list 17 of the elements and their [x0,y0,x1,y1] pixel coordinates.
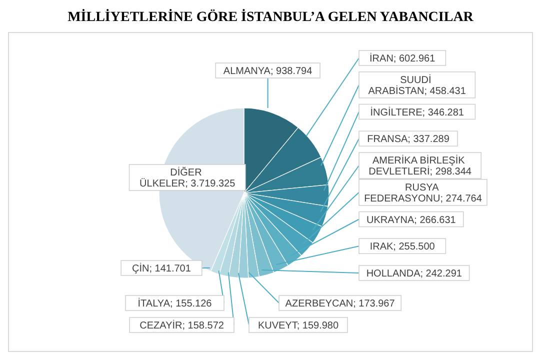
slice-label: AZERBEYCAN; 173.967 [285,298,396,310]
slice-label: RUSYA FEDERASYONU; 274.764 [364,182,482,204]
slice-label: İRAN; 602.961 [370,52,436,64]
chart-title: MİLLİYETLERİNE GÖRE İSTANBUL’A GELEN YABANCILAR [66,8,474,27]
slice-label: IRAK; 255.500 [370,242,436,253]
slice-label: ALMANYA; 938.794 [223,66,313,77]
slice-label: SUUDİ ARABİSTAN; 458.431 [368,74,466,97]
slice-label: KUVEYT; 159.980 [258,320,339,332]
slice-label: HOLLANDA; 242.291 [366,268,462,280]
slice-label: DİĞER ÜLKELER; 3.719.325 [140,166,236,190]
slice-label: İNGİLTERE; 346.281 [370,106,464,118]
slice-label: FRANSA; 337.289 [367,134,450,146]
slice-label: CEZAYİR; 158.572 [140,320,224,332]
slice-label: ÇİN; 141.701 [132,262,192,274]
slice-label: İTALYA; 155.126 [138,298,212,310]
slice-label: AMERİKA BİRLEŞİK DEVLETLERİ; 298.344 [368,154,472,178]
slice-label: UKRAYNA; 266.631 [366,214,456,226]
